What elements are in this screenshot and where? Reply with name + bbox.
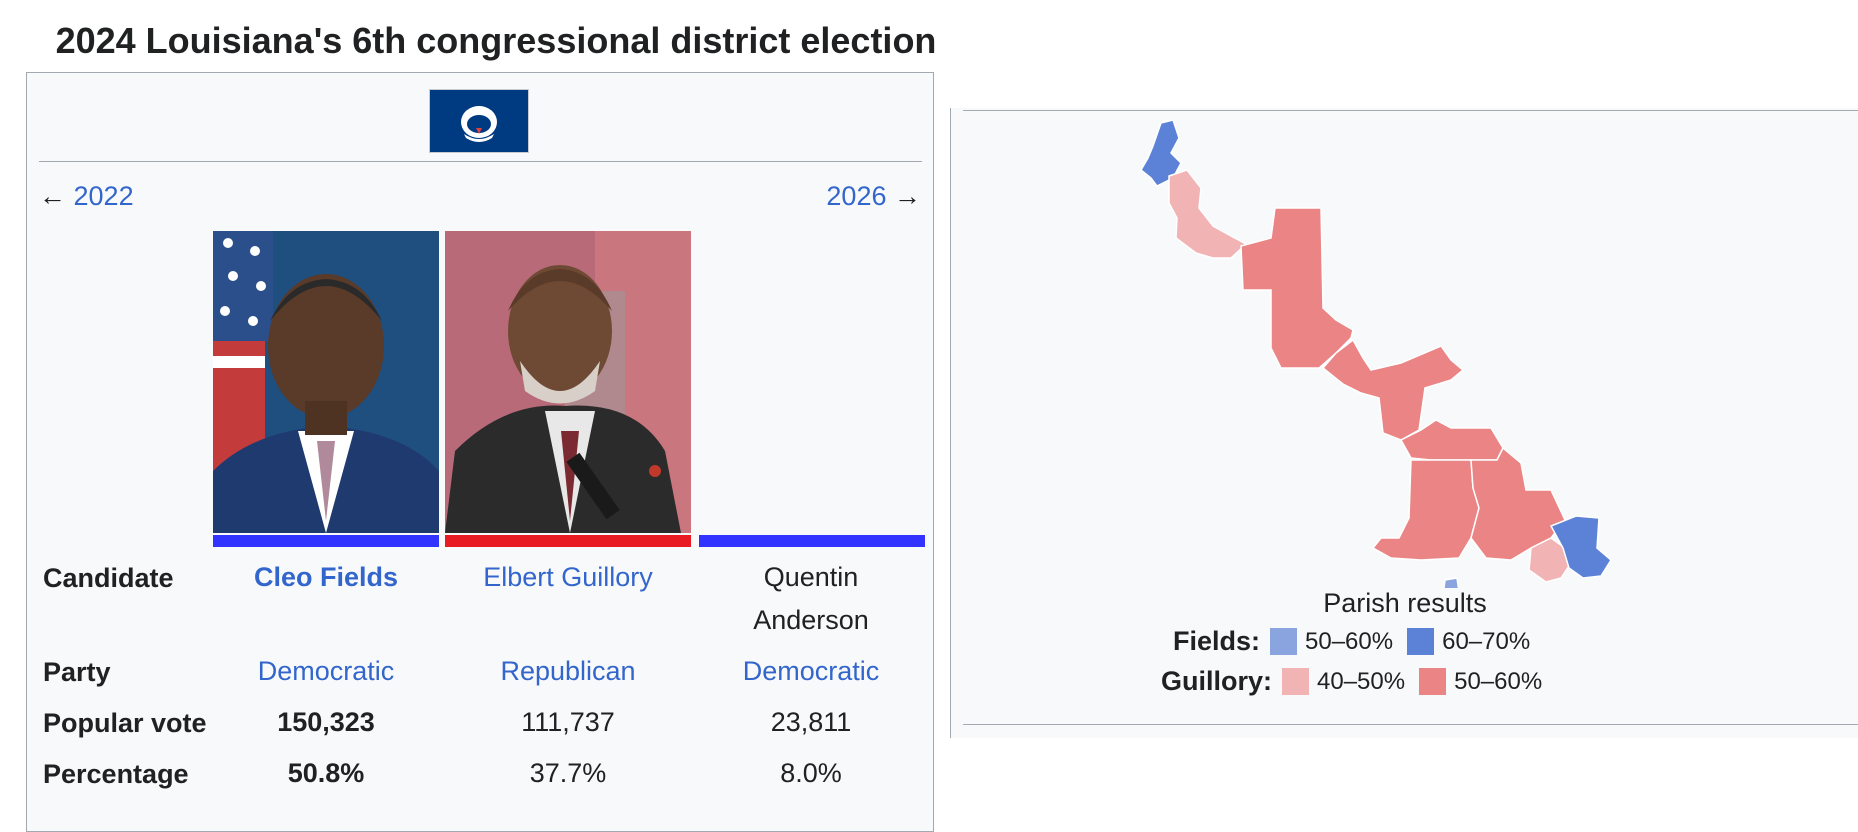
legend-range: 50–60% [1305, 627, 1394, 655]
legend-swatch [1407, 628, 1435, 655]
candidate-name-line-2: Anderson [753, 605, 869, 635]
parish-results-map[interactable] [951, 108, 1858, 588]
popular-vote-value: 23,811 [770, 707, 852, 737]
democratic-party-bar-2 [699, 535, 925, 547]
parish-shape [1549, 515, 1612, 579]
elbert-guillory-photo[interactable] [445, 231, 691, 533]
candidate-name-line-1: Quentin [763, 562, 859, 592]
party-link-republican[interactable]: Republican [500, 656, 636, 686]
right-arrow-icon: → [894, 181, 921, 211]
infobox-divider [39, 161, 922, 162]
next-election-link[interactable]: 2026 → [826, 181, 921, 212]
page-title: 2024 Louisiana's 6th congressional distr… [55, 20, 937, 61]
legend-swatch [1419, 668, 1447, 695]
election-infobox: ← 2022 2026 → [26, 72, 934, 832]
party-link-democratic[interactable]: Democratic [257, 656, 395, 686]
previous-election-link[interactable]: ← 2022 [39, 181, 134, 212]
quentin-anderson-name: Quentin Anderson [697, 556, 925, 642]
parish-shape [1321, 338, 1465, 441]
map-caption: Parish results [1323, 588, 1487, 618]
legend-range: 60–70% [1442, 627, 1531, 655]
elbert-guillory-name-link[interactable]: Elbert Guillory [483, 562, 653, 592]
parish-shape [1443, 577, 1460, 588]
percentage-row-label: Percentage [43, 759, 189, 789]
candidate-row-label: Candidate [43, 563, 174, 593]
next-year-link[interactable]: 2026 [826, 181, 887, 211]
parish-shape [1140, 119, 1182, 187]
left-arrow-icon: ← [39, 181, 66, 211]
parish-shape [1240, 207, 1354, 369]
parish-shape [1371, 459, 1480, 561]
percentage-value: 8.0% [780, 758, 842, 788]
popular-vote-value: 150,323 [277, 707, 375, 737]
legend-range: 50–60% [1454, 667, 1543, 695]
party-row-label: Party [43, 657, 111, 687]
cleo-fields-photo[interactable] [213, 231, 439, 533]
legend-fields: Fields: 50–60% 60–70% [1173, 626, 1544, 657]
party-link-democratic-2[interactable]: Democratic [742, 656, 880, 686]
map-top-divider [963, 110, 1858, 111]
legend-swatch [1270, 628, 1298, 655]
percentage-value: 37.7% [529, 758, 607, 788]
legend-guillory: Guillory: 40–50% 50–60% [1161, 666, 1556, 697]
parish-shape [1528, 537, 1572, 583]
percentage-value: 50.8% [287, 758, 365, 788]
democratic-party-bar [213, 535, 439, 547]
map-bottom-divider [963, 724, 1858, 725]
cleo-fields-name-link[interactable]: Cleo Fields [253, 562, 399, 592]
previous-year-link[interactable]: 2022 [73, 181, 134, 211]
legend-label: Fields: [1173, 626, 1261, 656]
republican-party-bar [445, 535, 691, 547]
popular-vote-value: 111,737 [521, 707, 615, 737]
popular-vote-row-label: Popular vote [43, 708, 207, 738]
legend-label: Guillory: [1161, 666, 1273, 696]
legend-range: 40–50% [1317, 667, 1406, 695]
parish-results-map-panel: Parish results Fields: 50–60% 60–70% Gui… [950, 108, 1858, 738]
louisiana-flag-image[interactable] [429, 89, 529, 153]
legend-swatch [1282, 668, 1310, 695]
parish-shape [1168, 169, 1248, 259]
